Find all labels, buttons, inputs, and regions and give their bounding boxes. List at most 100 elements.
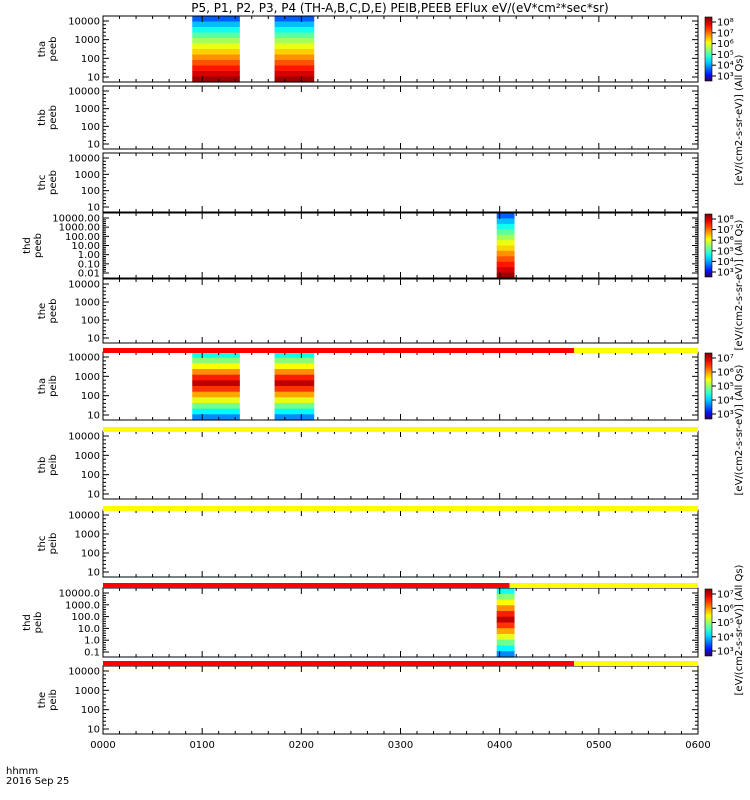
y-axis-probe-label: thb bbox=[37, 109, 48, 126]
spectrogram-cell-tha-peeb bbox=[192, 60, 240, 67]
spectrogram-cell-tha-peeb bbox=[274, 65, 315, 72]
y-tick-label: 100 bbox=[81, 391, 100, 402]
x-tick-label: 0000 bbox=[90, 740, 115, 751]
status-bar-red bbox=[103, 348, 575, 353]
spectrogram-cell-tha-peib bbox=[192, 357, 240, 364]
y-tick-label: 10000 bbox=[68, 353, 100, 364]
spectrogram-cell-tha-peib bbox=[274, 403, 315, 410]
spectrogram-cell-tha-peeb bbox=[192, 16, 240, 23]
colorbar-units-label: [eV/(cm2-s-sr-eV)] (All Qs) bbox=[734, 219, 745, 350]
x-tick-label: 0600 bbox=[685, 740, 710, 751]
chart-title: P5, P1, P2, P3, P4 (TH-A,B,C,D,E) PEIB,P… bbox=[191, 1, 609, 15]
panel-frame-thb-peeb bbox=[102, 85, 699, 150]
spectrogram-cell-tha-peib bbox=[192, 403, 240, 410]
y-tick-label: 1000 bbox=[75, 104, 100, 115]
y-tick-label: 10 bbox=[87, 725, 100, 736]
colorbar-tick-label: 10⁶ bbox=[717, 604, 734, 615]
spectrogram-cell-tha-peeb bbox=[192, 21, 240, 28]
panel-frame-the-peib bbox=[102, 665, 699, 735]
status-bar-yellow bbox=[103, 506, 698, 511]
spectrogram-cell-tha-peib bbox=[274, 408, 315, 415]
spectrogram-cell-tha-peeb bbox=[192, 65, 240, 72]
y-tick-label: 10 bbox=[87, 490, 100, 501]
colorbar-tick-label: 10³ bbox=[717, 647, 734, 658]
y-tick-label: 1000 bbox=[75, 35, 100, 46]
spectrogram-cell-thd-peeb bbox=[496, 213, 515, 220]
spectrogram-cell-tha-peeb bbox=[274, 16, 315, 23]
spectrogram-cell-tha-peeb bbox=[274, 38, 315, 45]
y-tick-label: 10000 bbox=[68, 511, 100, 522]
y-axis-product-label: peib bbox=[48, 689, 59, 711]
y-tick-label: 10 bbox=[87, 203, 100, 214]
y-axis-product-label: peeb bbox=[48, 299, 59, 324]
y-tick-label: 10.00 bbox=[71, 241, 100, 252]
spectrogram-cell-tha-peib bbox=[192, 414, 240, 421]
colorbar-tick-label: 10⁷ bbox=[717, 225, 734, 236]
colorbar-tick-label: 10⁵ bbox=[717, 618, 734, 629]
spectrogram-cell-tha-peeb bbox=[192, 54, 240, 61]
y-tick-label: 1000.0 bbox=[65, 600, 100, 611]
colorbar bbox=[704, 213, 713, 278]
colorbar bbox=[704, 352, 713, 420]
panel-frame-thc-peeb bbox=[102, 152, 699, 213]
colorbar-tick-label: 10⁵ bbox=[717, 246, 734, 257]
colorbar-tick-label: 10⁷ bbox=[717, 28, 734, 39]
panel-frame-thd-peeb bbox=[102, 212, 699, 279]
y-tick-label: 1000 bbox=[75, 686, 100, 697]
y-axis-probe-label: the bbox=[37, 692, 48, 708]
y-tick-label: 10000 bbox=[68, 154, 100, 165]
y-tick-label: 1000 bbox=[75, 372, 100, 383]
colorbar-tick-label: 10⁷ bbox=[717, 590, 734, 601]
x-tick-label: 0300 bbox=[388, 740, 413, 751]
status-bar-red bbox=[103, 661, 575, 666]
y-tick-label: 1000.00 bbox=[59, 223, 100, 234]
y-tick-label: 1.0 bbox=[84, 636, 100, 647]
spectrogram-cell-tha-peib bbox=[192, 397, 240, 404]
spectrogram-cell-tha-peeb bbox=[192, 38, 240, 45]
spectrogram-cell-thd-peib bbox=[496, 622, 515, 629]
spectrogram-cell-tha-peeb bbox=[192, 76, 240, 83]
colorbar-tick-label: 10⁴ bbox=[717, 632, 734, 643]
spectrogram-cell-thd-peeb bbox=[496, 245, 515, 252]
status-bar-yellow bbox=[574, 661, 698, 666]
y-tick-label: 100 bbox=[81, 549, 100, 560]
y-tick-label: 10 bbox=[87, 73, 100, 84]
spectrogram-cell-tha-peeb bbox=[192, 27, 240, 34]
y-tick-label: 0.01 bbox=[78, 269, 100, 280]
y-tick-label: 10 bbox=[87, 334, 100, 345]
colorbar-units-label: [eV/(cm2-s-sr-eV)] (All Qs) bbox=[734, 54, 745, 185]
spectrogram-cell-thd-peib bbox=[496, 611, 515, 618]
spectrogram-cell-tha-peeb bbox=[274, 71, 315, 78]
status-bar-red bbox=[103, 583, 510, 588]
spectrogram-cell-tha-peib bbox=[192, 352, 240, 359]
colorbar-tick-label: 10⁸ bbox=[717, 215, 734, 226]
y-tick-label: 10.0 bbox=[78, 624, 100, 635]
y-axis-probe-label: thc bbox=[37, 536, 48, 552]
spectrogram-cell-tha-peib bbox=[274, 397, 315, 404]
spectrogram-cell-tha-peib bbox=[192, 391, 240, 398]
spectrogram-cell-tha-peeb bbox=[192, 43, 240, 50]
spectrogram-cell-thd-peeb bbox=[496, 256, 515, 263]
colorbar-tick-label: 10³ bbox=[717, 268, 734, 279]
y-tick-label: 100 bbox=[81, 186, 100, 197]
spectrogram-cell-tha-peib bbox=[192, 374, 240, 381]
spectrogram-cell-tha-peeb bbox=[192, 49, 240, 56]
colorbar-tick-label: 10⁶ bbox=[717, 236, 734, 247]
x-tick-label: 0200 bbox=[289, 740, 314, 751]
spectrogram-cell-thd-peib bbox=[496, 616, 515, 624]
y-tick-label: 10000 bbox=[68, 667, 100, 678]
spectrogram-cell-thd-peib bbox=[496, 639, 515, 647]
y-tick-label: 100 bbox=[81, 705, 100, 716]
status-bar-yellow bbox=[103, 427, 698, 432]
spectrogram-cell-tha-peib bbox=[274, 352, 315, 359]
spectrogram-cell-thd-peeb bbox=[496, 261, 515, 268]
y-axis-product-label: peib bbox=[33, 612, 44, 634]
spectrogram-cell-thd-peib bbox=[496, 593, 515, 601]
spectrogram-cell-tha-peib bbox=[274, 369, 315, 376]
colorbar bbox=[704, 16, 713, 82]
spectrogram-cell-tha-peeb bbox=[274, 32, 315, 39]
spectrogram-cell-tha-peib bbox=[274, 386, 315, 393]
y-tick-label: 10000 bbox=[68, 17, 100, 28]
spectrogram-cell-tha-peeb bbox=[192, 32, 240, 39]
panel-frame-thb-peib bbox=[102, 430, 699, 500]
